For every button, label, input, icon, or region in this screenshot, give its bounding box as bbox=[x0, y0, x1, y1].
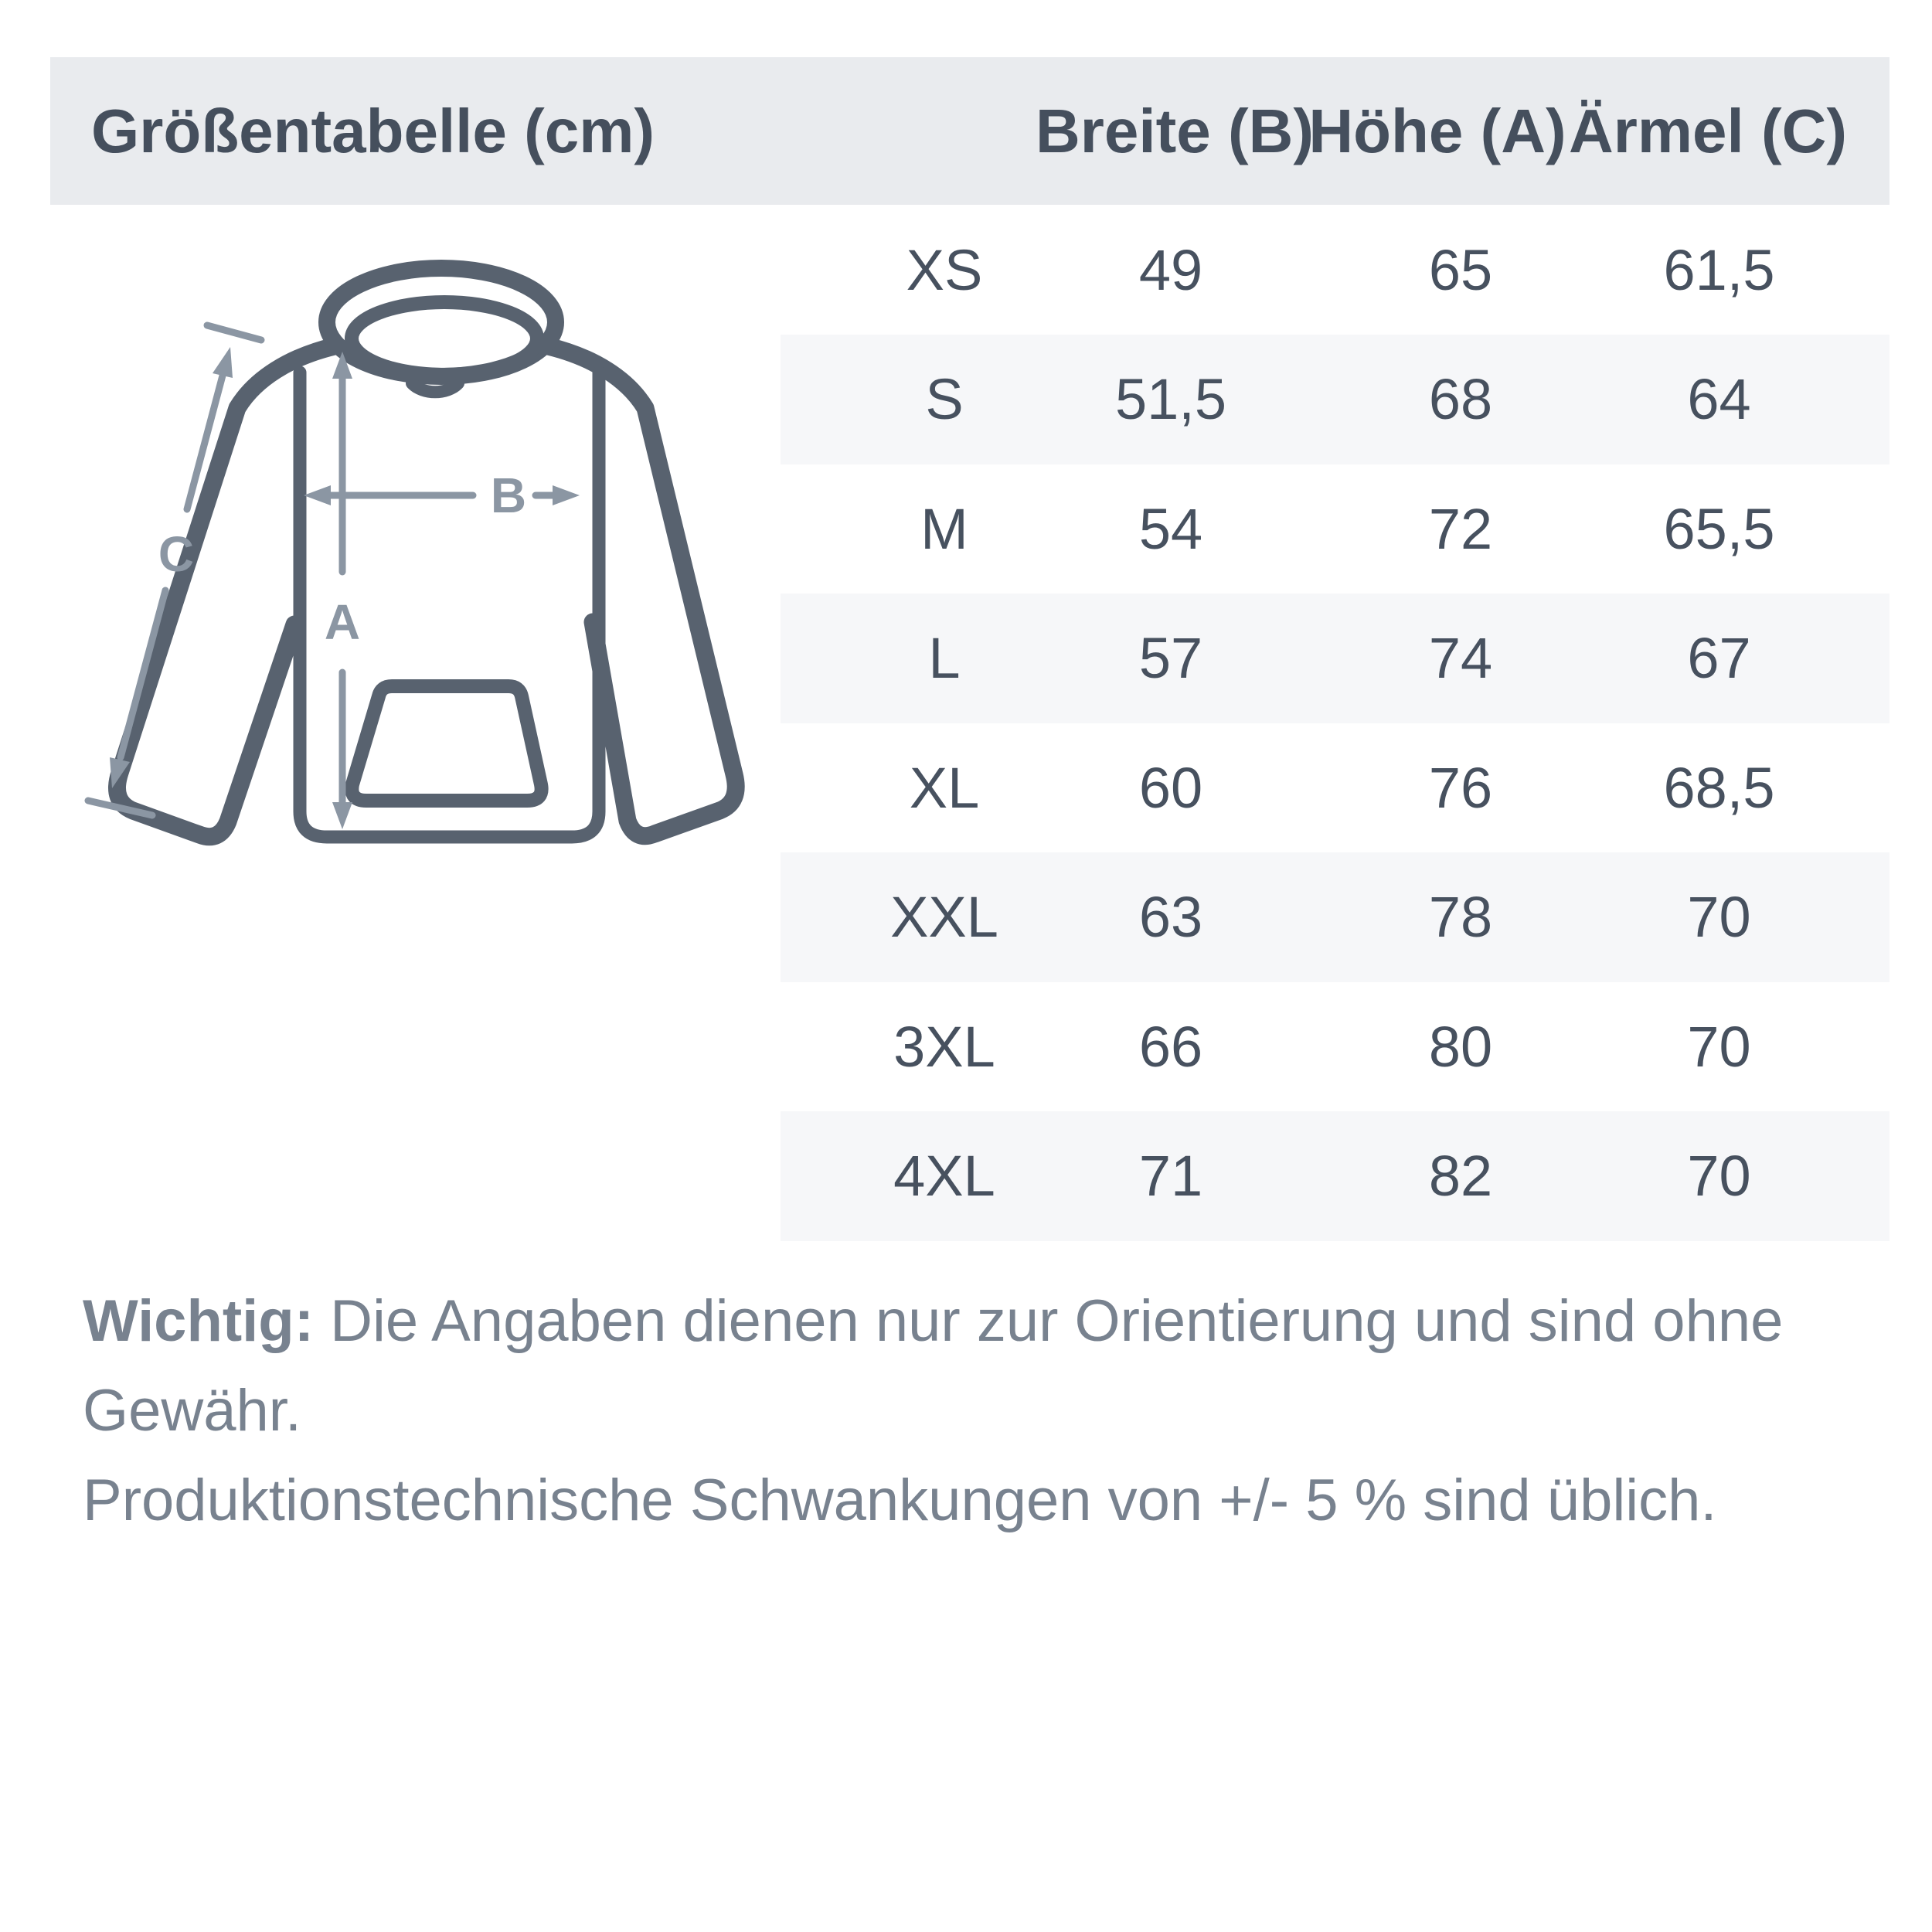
arrow-b-head-right bbox=[553, 485, 580, 505]
arrow-c-tick-top bbox=[203, 321, 265, 344]
footer-note: Wichtig: Die Angaben dienen nur zur Orie… bbox=[83, 1277, 1883, 1546]
arrow-b-head-left bbox=[304, 485, 331, 505]
value-hoehe: 74 bbox=[1428, 626, 1493, 690]
footer-note-line2: Produktionstechnische Schwankungen von +… bbox=[83, 1468, 1717, 1533]
value-hoehe: 68 bbox=[1428, 367, 1493, 431]
table-row: S 51,5 68 64 bbox=[781, 334, 1889, 464]
hoodie-body bbox=[293, 366, 606, 844]
hoodie-measurement-diagram: A B C bbox=[58, 232, 792, 889]
arrow-c-line-lower bbox=[117, 587, 169, 761]
size-label: 4XL bbox=[893, 1144, 995, 1208]
arrow-c-head-bottom bbox=[110, 757, 130, 788]
hoodie-right-sleeve bbox=[539, 337, 745, 845]
size-label: XS bbox=[906, 237, 983, 302]
arrow-c-tick-bottom bbox=[84, 797, 156, 819]
arrow-c-head-top bbox=[213, 347, 233, 378]
value-aermel: 70 bbox=[1687, 885, 1751, 949]
table-row: XS 49 65 61,5 bbox=[781, 205, 1889, 335]
size-label: S bbox=[925, 367, 964, 431]
value-aermel: 70 bbox=[1687, 1144, 1751, 1208]
arrow-c-line-upper bbox=[183, 372, 226, 513]
value-aermel: 65,5 bbox=[1663, 496, 1775, 561]
size-label: 3XL bbox=[893, 1014, 995, 1079]
value-breite: 63 bbox=[1138, 885, 1203, 949]
value-breite: 49 bbox=[1138, 237, 1203, 302]
value-aermel: 70 bbox=[1687, 1014, 1751, 1079]
column-header-breite: Breite (B) bbox=[1035, 96, 1315, 165]
arrow-a-head-bottom bbox=[332, 802, 352, 829]
table-row: XXL 63 78 70 bbox=[781, 852, 1889, 982]
table-row: L 57 74 67 bbox=[781, 593, 1889, 723]
value-hoehe: 80 bbox=[1428, 1014, 1493, 1079]
page-title: Größentabelle (cm) bbox=[91, 96, 655, 165]
size-label: XL bbox=[909, 755, 980, 820]
hoodie-left-sleeve bbox=[108, 337, 344, 846]
arrow-a-head-top bbox=[332, 352, 352, 379]
column-header-aermel: Ärmel (C) bbox=[1568, 96, 1848, 165]
table-row: XL 60 76 68,5 bbox=[781, 723, 1889, 852]
value-breite: 71 bbox=[1138, 1144, 1203, 1208]
table-row: 4XL 71 82 70 bbox=[781, 1111, 1889, 1241]
table-row: 3XL 66 80 70 bbox=[781, 981, 1889, 1111]
hoodie-pocket bbox=[345, 679, 549, 808]
hoodie-hood-inner bbox=[345, 295, 544, 382]
value-breite: 60 bbox=[1138, 755, 1203, 820]
value-hoehe: 76 bbox=[1428, 755, 1493, 820]
value-hoehe: 78 bbox=[1428, 885, 1493, 949]
value-breite: 51,5 bbox=[1114, 367, 1227, 431]
value-aermel: 61,5 bbox=[1663, 237, 1775, 302]
footer-note-bold: Wichtig: bbox=[83, 1288, 315, 1354]
table-row: M 54 72 65,5 bbox=[781, 464, 1889, 594]
value-breite: 66 bbox=[1138, 1014, 1203, 1079]
value-aermel: 68,5 bbox=[1663, 755, 1775, 820]
column-header-hoehe: Höhe (A) bbox=[1308, 96, 1566, 165]
measure-label-a: A bbox=[325, 594, 360, 650]
value-hoehe: 65 bbox=[1428, 237, 1493, 302]
value-hoehe: 82 bbox=[1428, 1144, 1493, 1208]
measure-label-c: C bbox=[158, 526, 194, 582]
hoodie-collar-notch bbox=[406, 377, 464, 399]
value-breite: 54 bbox=[1138, 496, 1203, 561]
size-label: M bbox=[920, 496, 968, 561]
value-aermel: 64 bbox=[1687, 367, 1751, 431]
measure-label-b: B bbox=[491, 468, 526, 523]
size-label: L bbox=[928, 626, 961, 690]
footer-note-line1: Die Angaben dienen nur zur Orientierung … bbox=[83, 1288, 1784, 1444]
table-header-bar: Größentabelle (cm) Breite (B) Höhe (A) Ä… bbox=[50, 57, 1889, 205]
hoodie-diagram-icon: A B C bbox=[84, 260, 745, 846]
value-hoehe: 72 bbox=[1428, 496, 1493, 561]
size-label: XXL bbox=[890, 885, 998, 949]
value-breite: 57 bbox=[1138, 626, 1203, 690]
value-aermel: 67 bbox=[1687, 626, 1751, 690]
